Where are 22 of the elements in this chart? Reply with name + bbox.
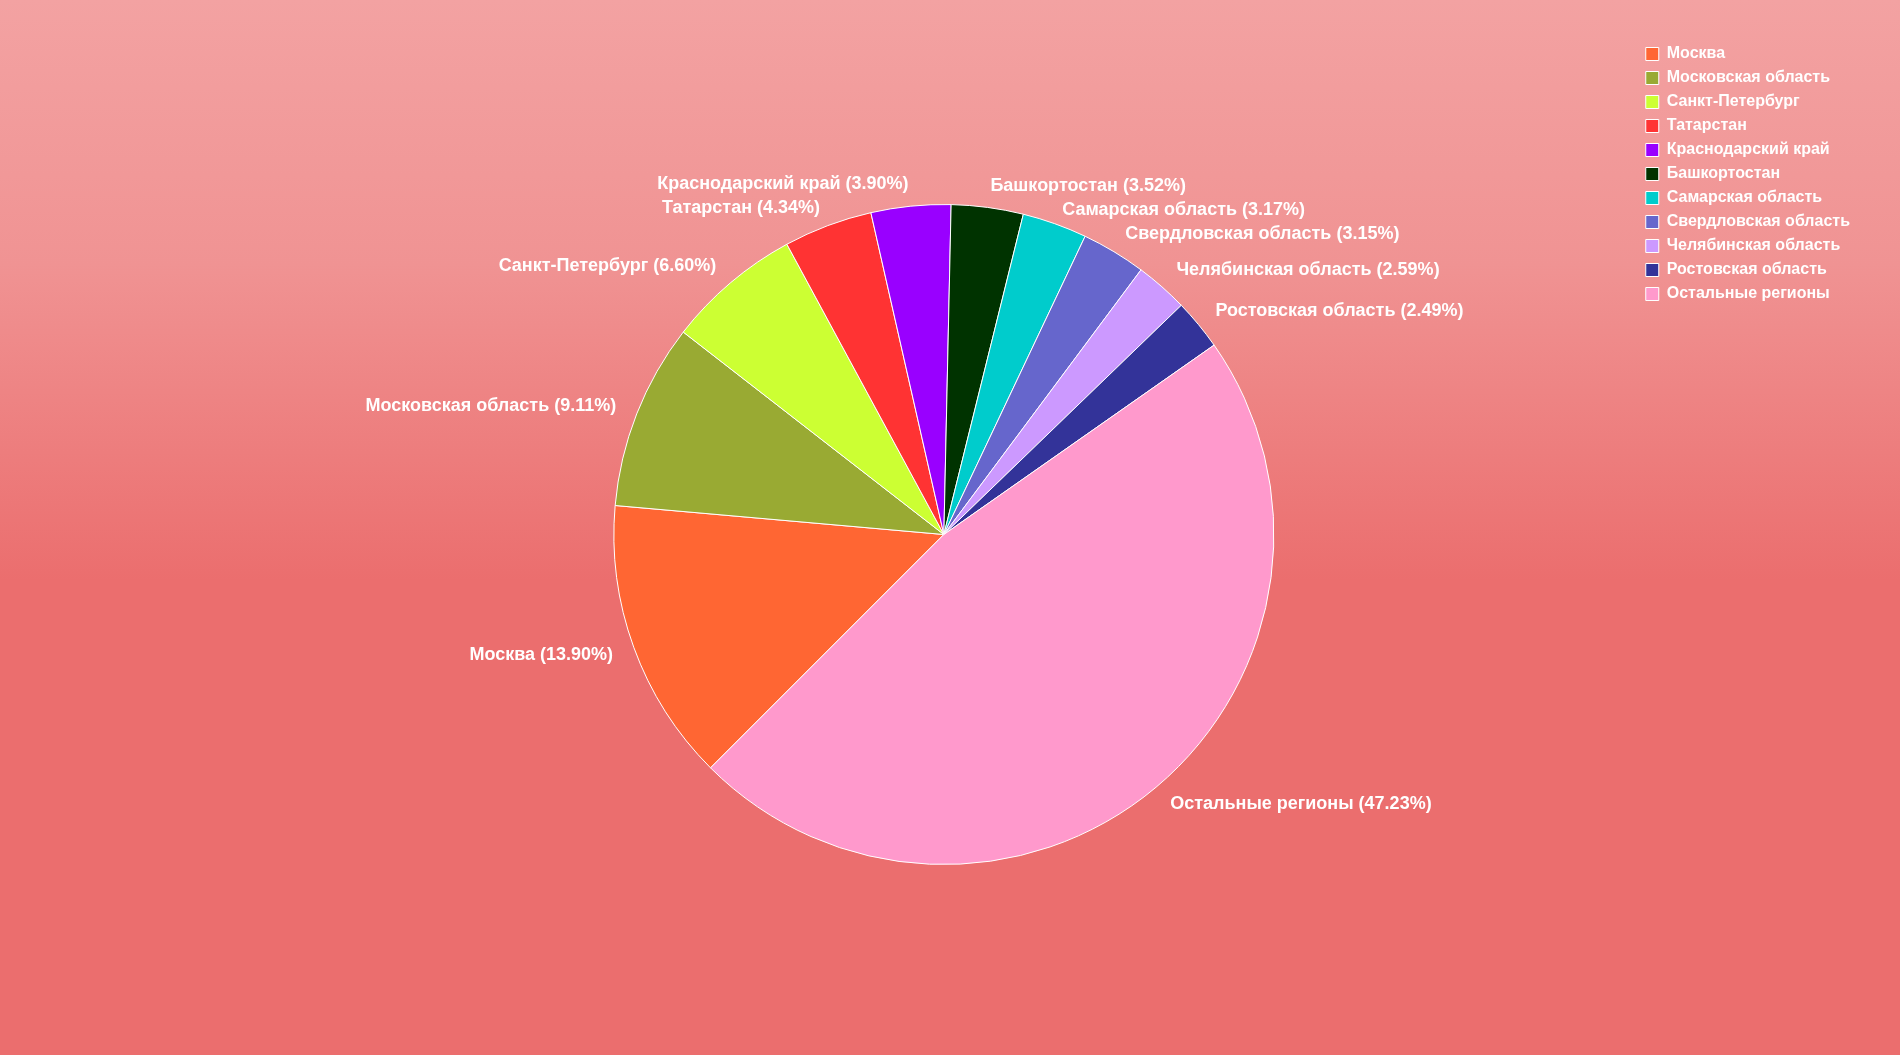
legend-label: Москва <box>1666 44 1726 62</box>
data-label: Санкт-Петербург (6.60%) <box>498 254 717 275</box>
data-label: Челябинская область (2.59%) <box>1176 259 1440 280</box>
data-label: Московская область (9.11%) <box>365 394 617 415</box>
data-label: Свердловская область (3.15%) <box>1125 222 1400 243</box>
legend-label: Челябинская область <box>1666 236 1841 254</box>
legend-label: Свердловская область <box>1666 212 1851 230</box>
data-label: Башкортостан (3.52%) <box>990 174 1186 195</box>
legend-label: Остальные регионы <box>1666 284 1830 302</box>
legend-label: Башкортостан <box>1666 164 1781 182</box>
legend-label: Санкт-Петербург <box>1666 92 1801 110</box>
data-label: Самарская область (3.17%) <box>1062 198 1306 219</box>
legend-label: Самарская область <box>1666 188 1823 206</box>
data-label: Остальные регионы (47.23%) <box>1170 793 1432 814</box>
legend-label: Татарстан <box>1666 116 1747 134</box>
data-label: Ростовская область (2.49%) <box>1215 299 1464 320</box>
legend-label: Ростовская область <box>1666 260 1827 278</box>
data-label: Москва (13.90%) <box>469 643 614 664</box>
legend-label: Московская область <box>1666 68 1831 86</box>
legend-label: Краснодарский край <box>1666 140 1830 158</box>
data-label: Татарстан (4.34%) <box>661 197 821 218</box>
data-label: Краснодарский край (3.90%) <box>657 173 909 194</box>
